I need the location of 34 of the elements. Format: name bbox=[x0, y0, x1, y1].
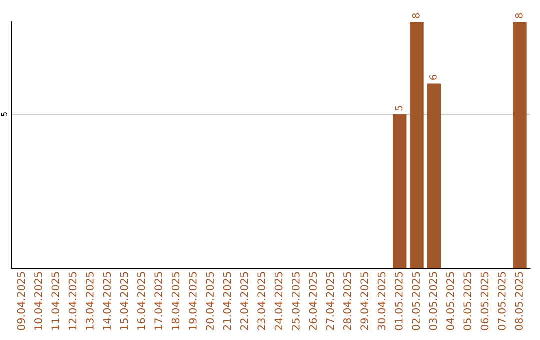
x-tick-label: 25.04.2025 bbox=[292, 272, 300, 330]
x-tick-label: 24.04.2025 bbox=[274, 272, 283, 330]
x-tick-label: 14.04.2025 bbox=[103, 272, 112, 330]
x-tick-label: 22.04.2025 bbox=[240, 272, 248, 330]
x-tick-label: 06.05.2025 bbox=[480, 272, 489, 330]
x-tick-label: 05.05.2025 bbox=[464, 272, 472, 330]
x-tick-label: 10.04.2025 bbox=[34, 272, 42, 330]
x-tick-label: 27.04.2025 bbox=[326, 272, 334, 330]
data-label: 8 bbox=[412, 13, 420, 18]
x-tick-label: 07.05.2025 bbox=[498, 272, 506, 330]
x-tick-label: 02.05.2025 bbox=[412, 272, 420, 330]
x-tick-label: 20.04.2025 bbox=[206, 272, 214, 330]
x-tick-label: 29.04.2025 bbox=[360, 272, 369, 330]
x-tick-label: 12.04.2025 bbox=[68, 272, 77, 330]
x-tick-label: 17.04.2025 bbox=[154, 272, 163, 330]
x-tick-label: 01.05.2025 bbox=[394, 272, 403, 330]
x-tick-label: 08.05.2025 bbox=[515, 272, 524, 330]
x-tick-label: 23.04.2025 bbox=[258, 272, 266, 330]
x-tick-label: 13.04.2025 bbox=[86, 272, 94, 330]
x-tick-label: 19.04.2025 bbox=[188, 272, 197, 330]
x-tick-label: 18.04.2025 bbox=[172, 272, 180, 330]
x-tick-label: 21.04.2025 bbox=[223, 272, 232, 330]
x-tick-label: 03.05.2025 bbox=[429, 272, 438, 330]
data-label: 8 bbox=[515, 13, 523, 18]
x-tick-label: 26.04.2025 bbox=[309, 272, 318, 330]
x-tick-label: 16.04.2025 bbox=[137, 272, 146, 330]
x-tick-label: 11.04.2025 bbox=[52, 272, 60, 330]
x-tick-label: 04.05.2025 bbox=[446, 272, 454, 330]
x-tick-label: 30.04.2025 bbox=[378, 272, 386, 330]
data-label: 5 bbox=[395, 106, 403, 111]
x-tick-label: 15.04.2025 bbox=[120, 272, 128, 330]
x-tick-label: 09.04.2025 bbox=[17, 272, 26, 330]
data-label: 6 bbox=[430, 75, 437, 80]
x-tick-label: 28.04.2025 bbox=[343, 272, 352, 330]
